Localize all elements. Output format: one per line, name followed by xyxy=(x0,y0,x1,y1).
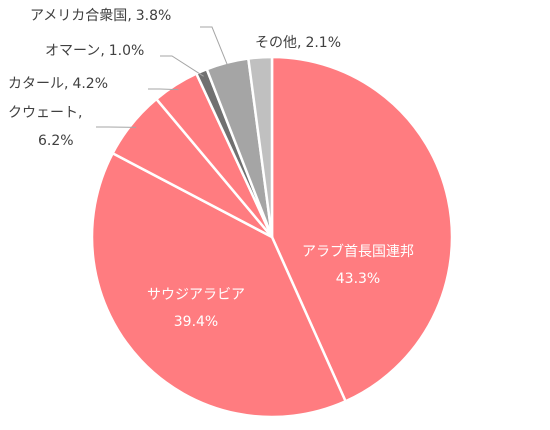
category-name: カタール xyxy=(8,76,64,92)
leader-line xyxy=(200,26,230,69)
leader-line xyxy=(160,55,204,77)
leader-line xyxy=(148,88,179,91)
slice-label: カタール, 4.2% xyxy=(8,76,108,92)
slice-value: 6.2% xyxy=(38,133,74,149)
category-name: クウェート xyxy=(8,105,78,121)
slice-value: 1.0% xyxy=(109,43,145,59)
slice-value: 2.1% xyxy=(305,35,341,51)
slice-value: 43.3% xyxy=(336,271,380,287)
pie-slice xyxy=(90,151,348,419)
pie-slice xyxy=(270,55,454,403)
slice-value: 4.2% xyxy=(72,76,108,92)
slice-label: オマーン, 1.0% xyxy=(45,43,144,59)
category-name: その他 xyxy=(255,35,297,51)
separator: , xyxy=(78,105,82,121)
slice-label: クウェート, xyxy=(8,105,82,121)
slice-value: 39.4% xyxy=(174,314,218,330)
pie-slice xyxy=(246,55,274,238)
slice-label: サウジアラビア xyxy=(147,287,245,303)
slice-label: アメリカ合衆国, 3.8% xyxy=(30,8,171,24)
category-name: オマーン xyxy=(45,43,100,59)
slice-value: 3.8% xyxy=(136,8,172,24)
separator: , xyxy=(127,8,131,24)
category-name: アメリカ合衆国 xyxy=(30,8,127,24)
separator: , xyxy=(297,35,301,51)
slice-label: アラブ首長国連邦 xyxy=(302,243,414,260)
separator: , xyxy=(100,43,104,59)
separator: , xyxy=(64,76,68,92)
slice-label: その他, 2.1% xyxy=(255,35,341,51)
